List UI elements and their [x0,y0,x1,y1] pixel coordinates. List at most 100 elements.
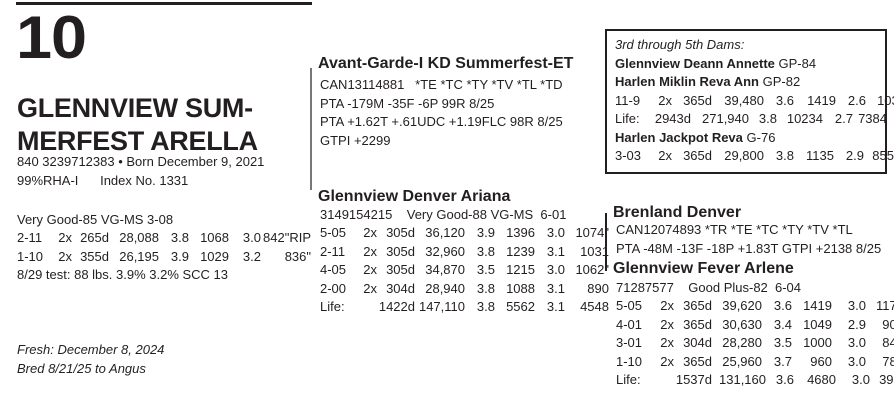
record-cell: 1-10 [616,353,643,369]
dam-records: 5-05 2x 305d 36,120 3.9 1396 3.0 1074" 2-11 2x 305… [320,224,609,317]
record-cell: 131,160 [719,372,766,388]
record-cell: 1537d [675,372,712,388]
record-cell: 2x [363,225,377,240]
record-cell: 305d [386,262,415,278]
dam4-life: Life: 2943d 271,940 3.8 10234 2.7 7384 [615,110,894,129]
record-cell: 3.0 [851,372,870,388]
animal-rha-index: 99%RHA-I Index No. 1331 [17,173,189,188]
record-cell: 304d [683,335,712,351]
record-cell: 3.0 [546,225,565,240]
record-cell: 3.8 [170,230,189,245]
record-cell: 28,280 [722,335,762,351]
maternal-grandsire-name: Brenland Denver [613,204,742,221]
record-cell: 10234 [786,111,823,127]
record-cell: 855 [872,148,894,164]
record-cell: 36,120 [425,225,465,240]
record-row: 5-05 2x 305d 36,120 3.9 1396 3.0 1074" [320,224,609,243]
record-rows: 5-05 2x 365d 39,620 3.6 1419 3.0 1173 4-01 2x 365d… [616,297,894,371]
record-cell: 5-05 [616,298,643,313]
record-cell: 1062" [575,262,609,278]
record-cell: 305d [386,225,415,240]
record-cell: 3.8 [476,299,495,315]
record-cell: 11-9 [615,92,641,108]
record-cell: 29,800 [724,148,764,164]
record-row: 4-05 2x 305d 34,870 3.5 1215 3.0 1062" [320,261,609,280]
sire-name: Avant-Garde-I KD Summerfest-ET [318,55,574,72]
record-cell: 2x [58,248,72,264]
record-cell: 1173 [876,298,894,313]
record-cell: 785 [882,353,894,369]
record-cell: 3-03 [615,148,642,164]
record-cell: 3.6 [773,298,792,313]
record-cell: 3.0 [847,335,866,351]
record-cell: 2x [660,298,674,313]
record-cell: 1031 [580,243,609,259]
animal-records: 2-11 2x 265d 28,088 3.8 1068 3.0 842"RIP 1-10 2x 3… [17,229,311,266]
record-row: Life: 2943d 271,940 3.8 10234 2.7 7384 [615,110,894,129]
mgs-line: PTA -48M -13F -18P +1.83T GTPI +2138 8/2… [616,240,882,256]
dam3-name: Glennview Deann Annette [615,55,775,71]
sire-info: CAN13114881 *TE *TC *TY *TV *TL *TD PTA … [320,76,563,150]
record-cell: 3.4 [773,316,792,332]
record-cell: 3.0 [242,230,261,245]
record-row: 3-01 2x 304d 28,280 3.5 1000 3.0 849 [616,334,894,353]
dam5-score: G-76 [746,129,776,145]
record-cell: 3.0 [847,353,866,369]
record-cell: 1029 [200,248,229,264]
record-row: Life: 1537d 131,160 3.6 4680 3.0 3920 [616,371,894,390]
record-cell: 147,110 [418,299,465,315]
record-cell: 305d [386,243,415,259]
dams-box: 3rd through 5th Dams: Glennview Deann An… [605,29,894,174]
record-cell: 265d [80,230,109,245]
record-cell: 2.6 [847,92,866,108]
record-cell: 3.9 [476,225,495,240]
record-cell: 1074" [575,225,609,240]
record-row: 11-9 2x 365d 39,480 3.6 1419 2.6 1033 [615,92,894,111]
record-cell: 3-01 [616,335,643,351]
record-cell: 28,088 [119,230,159,245]
record-cell: 2x [363,262,377,278]
record-cell: 3.8 [775,148,794,164]
record-cell: 3.8 [758,111,777,127]
record-cell: 365d [683,92,712,108]
record-cell: 3.5 [773,335,792,351]
record-row: 1-10 2x 355d 26,195 3.9 1029 3.2 836" [17,248,311,267]
record-cell: 304d [386,280,415,296]
sire-line: PTA +1.62T +.61UDC +1.19FLC 98R 8/25 [320,114,563,129]
record-cell: Life: [616,372,641,388]
record-cell: 3.2 [242,248,261,264]
mgd-id-class: 71287577 Good Plus-82 6-04 [616,280,802,295]
record-cell: 26,195 [119,248,159,264]
record-cell: 271,940 [702,111,749,127]
record-cell: 1068 [200,230,229,245]
record-cell: 1049 [803,316,832,332]
record-cell: 32,960 [425,243,465,259]
record-cell: 7384 [858,111,887,127]
record-cell: 25,960 [722,353,762,369]
record-cell: 2x [658,148,672,164]
record-cell: 365d [683,148,712,164]
dam4-score: GP-82 [762,74,801,89]
life-row: Life: 1537d 131,160 3.6 4680 3.0 3920 [616,371,894,390]
record-cell: 1215 [506,262,535,278]
record-row: Life: 1422d 147,110 3.8 5562 3.1 4548 [320,298,609,317]
record-cell: 2943d [654,111,691,127]
record-cell: 1419 [803,298,832,313]
record-cell: 30,630 [722,316,762,332]
record-cell: 2x [658,92,672,108]
record-cell: 4-05 [320,262,347,278]
record-cell: 2.7 [834,111,853,127]
record-row: 4-01 2x 365d 30,630 3.4 1049 2.9 901 [616,316,894,335]
lot-number: 10 [16,4,87,71]
record-rows: 2-11 2x 265d 28,088 3.8 1068 3.0 842"RIP 1-10 2x 3… [17,229,311,266]
record-cell: 34,870 [425,262,465,278]
record-cell: 3.8 [476,243,495,259]
record-cell: 1033 [877,92,894,108]
record-row: 5-05 2x 365d 39,620 3.6 1419 3.0 1173 [616,297,894,316]
record-cell: 3.0 [847,298,866,313]
sire-line: PTA -179M -35F -6P 99R 8/25 [320,95,495,111]
record-cell: 3.1 [546,299,565,315]
record-cell: 1088 [506,280,535,296]
record-rows: 5-05 2x 305d 36,120 3.9 1396 3.0 1074" 2-11 2x 305… [320,224,609,298]
record-cell: 3.1 [546,243,565,259]
